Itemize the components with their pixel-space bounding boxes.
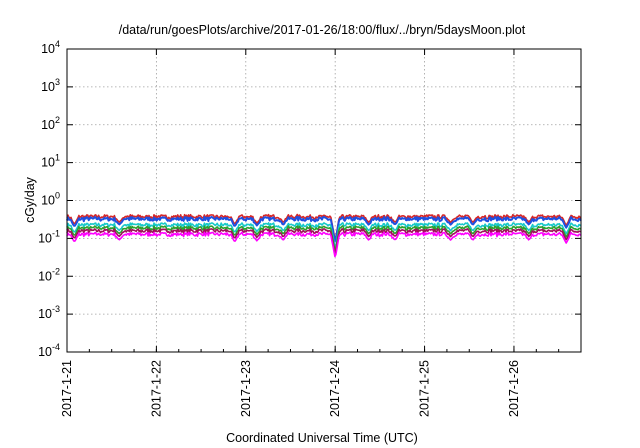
series-line: [66, 213, 582, 240]
y-tick-label: 10-2: [38, 266, 60, 283]
y-tick-label: 10-4: [38, 342, 60, 359]
x-tick-label: 2017-1-23: [239, 360, 253, 417]
x-tick-label: 2017-1-22: [149, 360, 163, 417]
series-line: [66, 215, 582, 243]
series-line: [66, 231, 582, 258]
series-line: [66, 225, 582, 252]
y-tick-label: 100: [41, 191, 60, 208]
y-axis: 10-4 10-3 10-2 10-1 100 101 102 103 104: [38, 39, 581, 359]
y-tick-label: 102: [41, 115, 60, 132]
x-tick-label: 2017-1-26: [507, 360, 521, 417]
x-tick-label: 2017-1-25: [418, 360, 432, 417]
y-tick-label: 101: [41, 153, 60, 170]
series-line: [66, 228, 582, 254]
series-line: [66, 222, 582, 248]
x-tick-label: 2017-1-24: [328, 360, 342, 417]
chart-title: /data/run/goesPlots/archive/2017-01-26/1…: [119, 23, 526, 37]
series-group: [66, 213, 582, 258]
y-tick-label: 10-3: [38, 304, 60, 321]
y-tick-label: 10-1: [38, 228, 60, 245]
grid: [67, 49, 581, 352]
x-axis: 2017-1-21 2017-1-22 2017-1-23 2017-1-24 2017…: [60, 49, 582, 417]
y-axis-label: cGy/day: [23, 176, 37, 223]
x-axis-label: Coordinated Universal Time (UTC): [226, 431, 418, 445]
x-tick-label: 2017-1-21: [60, 360, 74, 417]
y-tick-label: 103: [41, 77, 60, 94]
y-tick-label: 104: [41, 39, 60, 56]
